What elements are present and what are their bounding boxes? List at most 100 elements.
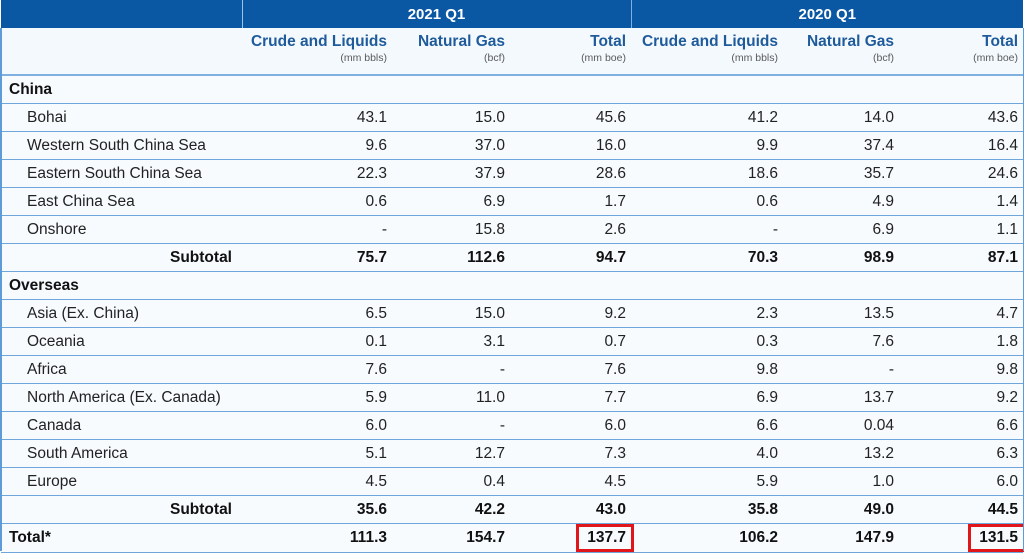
cell: 11.0 [392,383,510,412]
cell: 6.0 [510,411,631,440]
row-label: Oceania [1,327,242,356]
cell: 24.6 [899,159,1024,188]
cell: 4.7 [899,299,1024,328]
period-header-2020q1: 2020 Q1 [631,0,1024,28]
section-row-overseas: Overseas [1,271,1024,300]
cell: 35.6 [242,495,392,524]
cell: 4.5 [510,467,631,496]
cell: 7.6 [510,355,631,384]
cell: 0.3 [631,327,783,356]
cell: 70.3 [631,243,783,272]
cell: 1.4 [899,187,1024,216]
cell: 5.9 [242,383,392,412]
cell: 1.7 [510,187,631,216]
column-header-empty [1,28,242,76]
period-header-empty [1,0,243,28]
cell: 35.8 [631,495,783,524]
period-header-2021q1: 2021 Q1 [242,0,632,28]
column-header: Crude and Liquids (mm bbls) [242,28,392,76]
cell: 15.0 [392,299,510,328]
cell: 14.0 [783,103,899,132]
cell: 6.0 [899,467,1024,496]
column-header: Total (mm boe) [510,28,631,76]
row-label: South America [1,439,242,468]
cell: 9.6 [242,131,392,160]
cell: 7.6 [242,355,392,384]
cell: 7.7 [510,383,631,412]
row-label: East China Sea [1,187,242,216]
cell: 7.3 [510,439,631,468]
row-label: Canada [1,411,242,440]
row-label: North America (Ex. Canada) [1,383,242,412]
cell: - [242,215,392,244]
cell: 147.9 [783,523,899,553]
cell: 6.9 [783,215,899,244]
cell: 35.7 [783,159,899,188]
cell: 16.4 [899,131,1024,160]
column-header: Total (mm boe) [899,28,1024,76]
table-row: Eastern South China Sea 22.3 37.9 28.6 1… [1,159,1024,188]
table-row: Oceania 0.1 3.1 0.7 0.3 7.6 1.8 [1,327,1024,356]
cell: 6.5 [242,299,392,328]
cell: 4.5 [242,467,392,496]
cell: 43.6 [899,103,1024,132]
cell: 13.7 [783,383,899,412]
row-label: Bohai [1,103,242,132]
cell: 112.6 [392,243,510,272]
cell: 22.3 [242,159,392,188]
total-row: Total* 111.3 154.7 137.7 106.2 147.9 131… [1,523,1024,553]
cell: 41.2 [631,103,783,132]
row-label: Asia (Ex. China) [1,299,242,328]
cell: 44.5 [899,495,1024,524]
cell: 6.9 [631,383,783,412]
cell: 137.7 [510,523,634,553]
table-row: South America 5.1 12.7 7.3 4.0 13.2 6.3 [1,439,1024,468]
cell: - [392,355,510,384]
cell: 6.6 [899,411,1024,440]
cell: 45.6 [510,103,631,132]
cell: 13.5 [783,299,899,328]
cell: 43.0 [510,495,631,524]
cell: 4.9 [783,187,899,216]
row-label: Europe [1,467,242,496]
cell: 3.1 [392,327,510,356]
table-row: Bohai 43.1 15.0 45.6 41.2 14.0 43.6 [1,103,1024,132]
cell: - [783,355,899,384]
cell: 1.0 [783,467,899,496]
cell: 1.8 [899,327,1024,356]
subtotal-row-china: Subtotal 75.7 112.6 94.7 70.3 98.9 87.1 [1,243,1024,272]
cell: 9.2 [510,299,631,328]
row-label: Africa [1,355,242,384]
cell: 18.6 [631,159,783,188]
section-title: Overseas [1,271,1024,300]
cell: 94.7 [510,243,631,272]
cell: 13.2 [783,439,899,468]
cell: 15.8 [392,215,510,244]
cell: 2.6 [510,215,631,244]
cell: 9.2 [899,383,1024,412]
cell: 49.0 [783,495,899,524]
table-row: Western South China Sea 9.6 37.0 16.0 9.… [1,131,1024,160]
cell: 0.1 [242,327,392,356]
cell: 37.4 [783,131,899,160]
highlighted-total-2020: 131.5 [968,524,1024,552]
table-row: East China Sea 0.6 6.9 1.7 0.6 4.9 1.4 [1,187,1024,216]
cell: 6.0 [242,411,392,440]
cell: 98.9 [783,243,899,272]
cell: 37.9 [392,159,510,188]
cell: 106.2 [631,523,783,553]
row-label: Western South China Sea [1,131,242,160]
row-label: Onshore [1,215,242,244]
cell: 87.1 [899,243,1024,272]
cell: 111.3 [242,523,392,553]
column-header-row: Crude and Liquids (mm bbls) Natural Gas (b… [1,28,1024,76]
cell: 6.9 [392,187,510,216]
cell: 0.7 [510,327,631,356]
subtotal-label: Subtotal [1,495,242,524]
cell: 43.1 [242,103,392,132]
subtotal-row-overseas: Subtotal 35.6 42.2 43.0 35.8 49.0 44.5 [1,495,1024,524]
table-row: Europe 4.5 0.4 4.5 5.9 1.0 6.0 [1,467,1024,496]
table-row: Canada 6.0 - 6.0 6.6 0.04 6.6 [1,411,1024,440]
cell: 42.2 [392,495,510,524]
